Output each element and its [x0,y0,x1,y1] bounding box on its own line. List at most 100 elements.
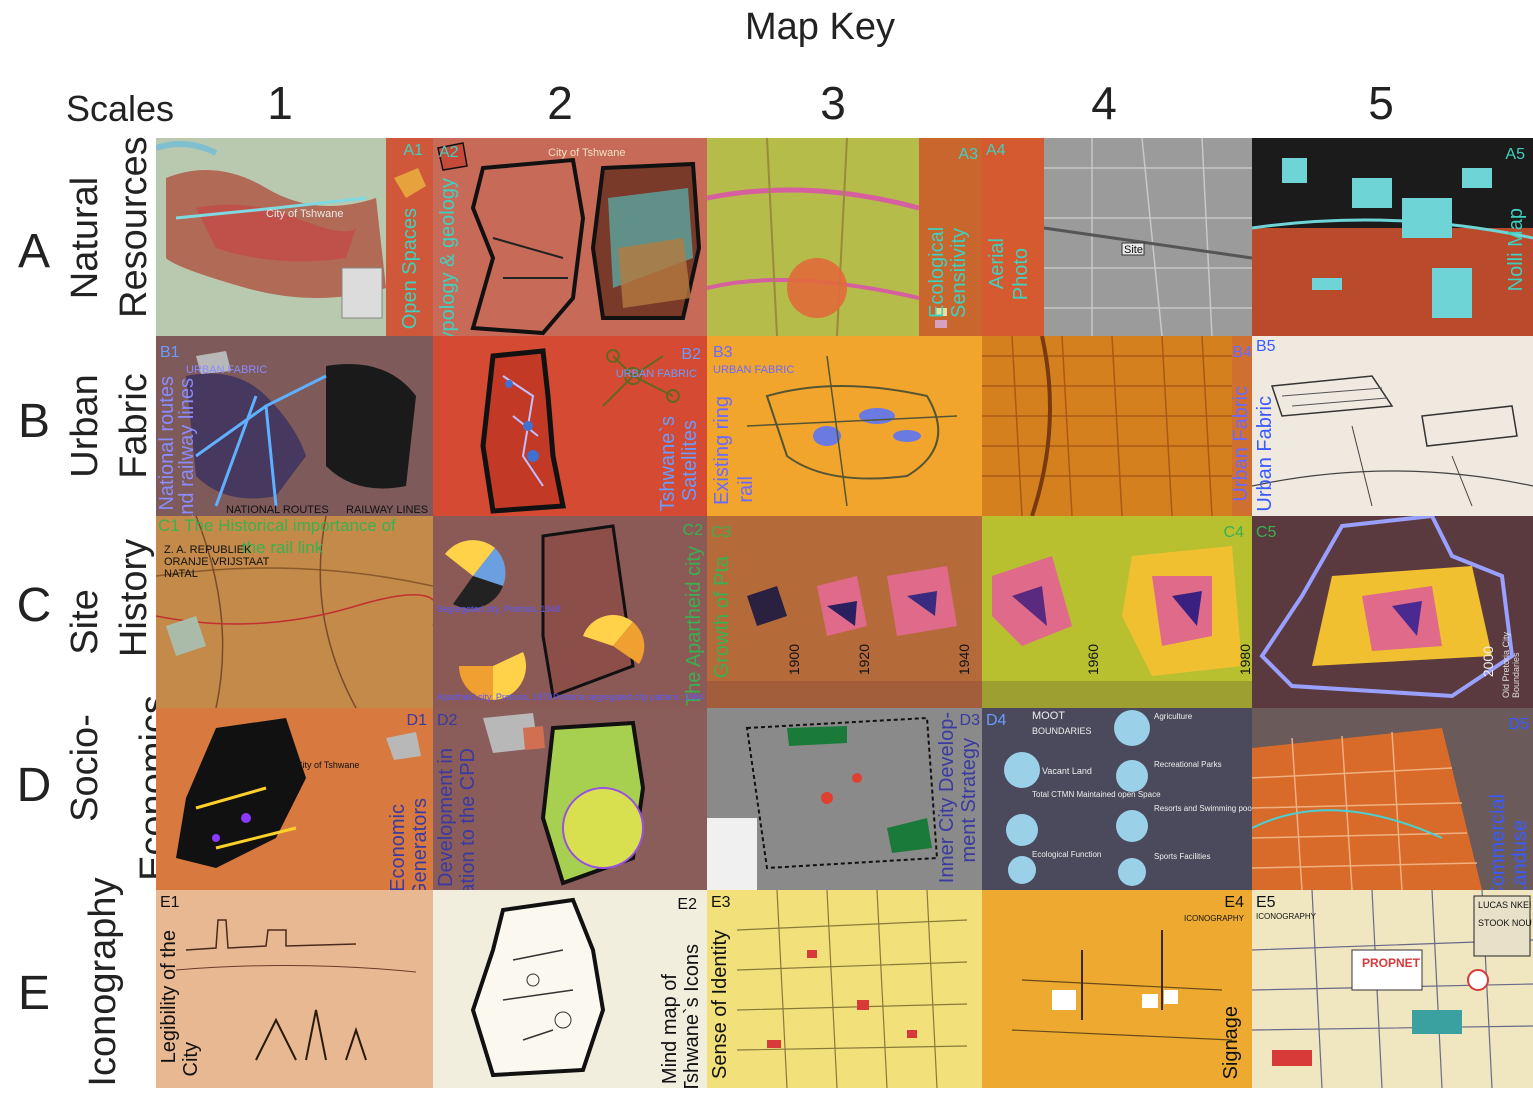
tile-e2-code: E2 [677,896,697,913]
tile-d4-charts [1004,710,1150,886]
tile-c5-boundaries: Old Pretoria City Boundaries [1501,631,1521,698]
tile-e5: E5 ICONOGRAPHY LUCAS NKEI STOOK NOU PROP… [1252,890,1533,1088]
tile-c2-code: C2 [682,522,703,539]
tile-c4: C4 1960 1980 [982,516,1252,708]
tile-b1-code: B1 [160,344,180,361]
tile-a3-map [707,138,982,336]
tile-e4-label: Signage [1220,1006,1242,1080]
tile-d4-head-parks: Recreational Parks [1154,760,1222,769]
tile-d4-head-agriculture: Agriculture [1154,712,1193,721]
tile-a5-code: A5 [1505,146,1525,163]
tile-d4-head-boundaries: BOUNDARIES [1032,726,1092,736]
row-name-e-line1: Iconography [82,877,124,1087]
tile-d4-head-vacant: Vacant Land [1042,766,1092,776]
tile-b3-code: B3 [713,344,733,361]
tile-e5-iconography: ICONOGRAPHY [1256,912,1317,921]
tile-b4-label: Urban Fabric [1230,386,1252,502]
tile-c2-caption2: Apartheid city, Pretoria, 1970 [437,692,553,702]
tile-b5-code: B5 [1256,338,1276,355]
row-letter-d: D [16,759,52,812]
tile-a4: A4 Aerial Photo Site [982,138,1252,336]
tile-a5-label: Nolli Map [1505,208,1527,292]
tile-c5: C5 2000 Old Pretoria City Boundaries [1252,516,1533,708]
row-letter-a: A [17,225,50,278]
tile-c3-label: Growth of Pta [711,556,733,679]
tile-c1-text1: Z. A. REPUBLIEK [164,544,252,556]
tile-d3-code: D3 [959,712,980,729]
row-name-a-line2: Resources [113,136,155,318]
tile-e4-code: E4 [1224,894,1244,911]
tile-d5: D5 Commercial Landuse [1252,708,1533,890]
tile-e4: E4 ICONOGRAPHY Signage [982,890,1252,1088]
tile-e2-label-line2: Tshwane`s Icons [681,944,703,1088]
tile-d1-label-line1: Economic [387,804,409,890]
tile-b5: B5 Urban Fabric [1252,336,1533,516]
tile-a3-label: Ecological Sensitivity [926,226,970,318]
tile-e4-iconography: ICONOGRAPHY [1183,914,1244,923]
tile-d4-head-resorts: Resorts and Swimming pool [1154,804,1252,813]
tile-d3-map [707,716,939,890]
tile-d2: D2 Development in relation to the CPD [433,708,707,890]
tile-e5-sign2: STOOK NOU [1478,918,1532,928]
row-letter-c: C [16,579,52,632]
tile-c4-year-1960: 1960 [1085,644,1101,676]
tile-b1-urban: URBAN FABRIC [186,364,268,376]
tile-b1-label-line1: National routes [156,376,178,511]
tile-e1-sketch [175,919,417,1061]
tile-c2-caption3: Pretoria segregated city pattern, 1984 [553,692,704,702]
row-letter-e: E [17,967,50,1020]
tile-a1-map [156,138,433,336]
tile-c1-title-line2: the rail link [242,538,324,557]
tile-a2-label: Typology & geology [437,178,459,336]
tile-b5-label: Urban Fabric [1254,396,1276,512]
tile-c2-caption1: Segregated city, Pretoria, 1948 [437,604,561,614]
tile-b4: B4 Urban Fabric [982,336,1252,516]
tile-c1-text2: ORANJE VRIJSTAAT [164,556,270,568]
tile-c2-label: The Apartheid city [683,546,705,707]
tile-d5-map [1252,728,1482,890]
tile-b4-map [982,336,1252,516]
scales-label: Scales [66,88,175,129]
tile-b3-urban: URBAN FABRIC [713,364,795,376]
tile-a4-label-line1: Aerial [986,238,1008,290]
tile-d3-label-line1: Inner City Develop- [936,712,958,884]
tile-e4-sketch [1011,930,1233,1041]
tile-b1-railway-lines: RAILWAY LINES [346,504,429,516]
tile-b2-label-line1: Tshwane`s [657,416,679,512]
tile-d2-map [483,713,646,886]
tile-b3-map [746,355,958,507]
tile-e5-sign1: LUCAS NKEI [1478,900,1532,910]
tile-c4-code: C4 [1223,524,1244,541]
tile-e2: E2 Mind map of Tshwane`s Icons [433,890,707,1088]
tile-a3-code: A3 [958,146,978,163]
tile-d4: D4 MOOT BOUNDARIES Vacant Land Total CTM… [982,708,1252,890]
tile-d1: D1 Economic Generators City of Tshwane [156,708,433,890]
column-number-4: 4 [1091,77,1117,129]
column-number-1: 1 [267,77,293,129]
tile-a2: A2 Typology & geology City of Tshwane [433,138,707,336]
tile-c4-year-1980: 1980 [1237,644,1252,676]
tile-d3: D3 Inner City Develop- ment Strategy [707,708,982,890]
tile-c3-year-1900: 1900 [786,644,802,676]
tile-a1: A1 Open Spaces City of Tshwane [156,138,433,336]
row-letter-b: B [17,395,50,448]
tile-c1: C1 The Historical importance of the rail… [156,516,433,708]
tile-d1-code: D1 [406,712,427,729]
tile-d2-label-line1: Development in [435,748,457,887]
tile-d1-map [176,718,421,868]
tile-e1-code: E1 [160,894,180,911]
tile-c3-year-1920: 1920 [856,644,872,676]
tile-e3: E3 Sense of Identity [707,890,982,1088]
tile-e5-sign3: PROPNET [1362,956,1421,970]
tile-d1-label-line2: Generators [409,798,431,890]
tile-d2-code: D2 [437,712,458,729]
tile-b3-label-line1: Existing ring [711,396,733,505]
row-name-a-line1: Natural [64,176,106,300]
tile-a2-map [437,142,702,336]
tile-a1-code: A1 [403,142,423,159]
tile-b1-label-line2: and railway lines [176,378,198,516]
tile-c5-year-2000: 2000 [1480,646,1496,678]
tile-e5-code: E5 [1256,894,1276,911]
tile-a4-label-line2: Photo [1010,248,1032,301]
tile-e3-map [736,890,968,1088]
